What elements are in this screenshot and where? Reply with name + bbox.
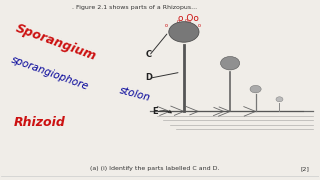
Text: Sporangium: Sporangium bbox=[13, 21, 98, 63]
Text: . Figure 2.1 shows parts of a Rhizopus...: . Figure 2.1 shows parts of a Rhizopus..… bbox=[72, 5, 197, 10]
Text: D: D bbox=[146, 73, 153, 82]
Text: o: o bbox=[199, 23, 202, 28]
Text: o: o bbox=[170, 24, 173, 29]
Ellipse shape bbox=[169, 22, 199, 42]
Text: C: C bbox=[146, 50, 152, 59]
Ellipse shape bbox=[250, 85, 261, 93]
Text: o: o bbox=[171, 20, 174, 25]
Text: Rhizoid: Rhizoid bbox=[13, 116, 65, 129]
Ellipse shape bbox=[220, 57, 240, 70]
Ellipse shape bbox=[276, 97, 283, 102]
Text: sporangiophore: sporangiophore bbox=[10, 55, 91, 92]
Text: (a) (i) Identify the parts labelled C and D.: (a) (i) Identify the parts labelled C an… bbox=[90, 166, 220, 171]
Text: E: E bbox=[152, 107, 158, 116]
Text: stolon: stolon bbox=[119, 85, 152, 103]
Text: o: o bbox=[185, 17, 188, 22]
Text: o: o bbox=[189, 19, 192, 24]
Text: [2]: [2] bbox=[301, 166, 310, 171]
Text: o Oo: o Oo bbox=[178, 14, 198, 23]
